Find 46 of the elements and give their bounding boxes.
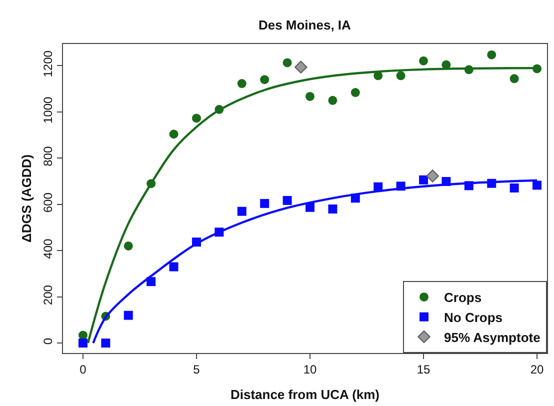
point	[487, 50, 496, 60]
chart-title: Des Moines, IA	[258, 17, 352, 32]
point	[78, 330, 88, 340]
point	[169, 130, 178, 139]
point	[124, 310, 133, 320]
point	[396, 71, 406, 80]
x-tick-label: 0	[80, 362, 87, 376]
point	[282, 58, 292, 68]
legend-label: No Crops	[444, 310, 502, 325]
point	[305, 202, 314, 212]
point	[532, 180, 542, 190]
point	[237, 79, 246, 88]
point	[260, 75, 270, 84]
point	[426, 170, 439, 182]
y-tick-label: 800	[41, 146, 56, 166]
y-tick-label: 1000	[41, 96, 56, 124]
point	[328, 204, 338, 214]
point	[101, 338, 110, 348]
point	[419, 175, 428, 184]
point	[78, 338, 88, 348]
y-tick-label: 600	[41, 192, 56, 213]
x-tick-label: 15	[416, 362, 430, 376]
point	[237, 206, 246, 216]
point	[260, 198, 270, 208]
legend-label: 95% Asymptote	[444, 330, 540, 345]
point	[328, 96, 338, 105]
y-tick-label: 400	[41, 238, 56, 259]
x-axis-title: Distance from UCA (km)	[230, 387, 380, 402]
point	[294, 60, 308, 74]
y-axis-title: ΔDGS (AGDD)	[19, 154, 34, 243]
point	[350, 88, 360, 98]
point	[510, 74, 519, 84]
point	[282, 196, 292, 205]
y-tick-label: 200	[41, 284, 56, 306]
y-tick-label: 1200	[41, 50, 56, 78]
x-tick-label: 20	[530, 362, 544, 376]
point	[419, 56, 428, 66]
point	[169, 262, 178, 272]
point	[192, 114, 201, 123]
x-tick-label: 10	[303, 362, 317, 376]
point	[124, 241, 133, 250]
point	[305, 92, 314, 101]
point	[510, 183, 519, 192]
legend-label: Crops	[444, 290, 482, 306]
x-tick-label: 5	[193, 362, 200, 376]
y-tick-label: 0	[41, 338, 56, 345]
